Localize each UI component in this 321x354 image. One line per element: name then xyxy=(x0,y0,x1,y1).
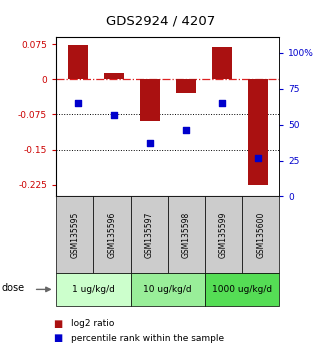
Text: percentile rank within the sample: percentile rank within the sample xyxy=(71,333,224,343)
Text: 1 ug/kg/d: 1 ug/kg/d xyxy=(72,285,115,294)
Point xyxy=(183,128,188,133)
Bar xyxy=(68,45,88,79)
Text: GDS2924 / 4207: GDS2924 / 4207 xyxy=(106,14,215,27)
Point xyxy=(111,112,116,118)
Text: 1000 ug/kg/d: 1000 ug/kg/d xyxy=(212,285,272,294)
Text: ■: ■ xyxy=(53,319,62,329)
Bar xyxy=(248,79,268,185)
Text: dose: dose xyxy=(2,282,25,293)
Text: GSM135600: GSM135600 xyxy=(256,211,265,258)
Text: GSM135598: GSM135598 xyxy=(182,211,191,258)
Point xyxy=(255,155,260,161)
Text: GSM135595: GSM135595 xyxy=(70,211,79,258)
Point xyxy=(147,141,152,146)
Text: log2 ratio: log2 ratio xyxy=(71,319,114,329)
Bar xyxy=(176,79,195,93)
Point xyxy=(219,100,224,106)
Text: ■: ■ xyxy=(53,333,62,343)
Bar xyxy=(104,73,124,79)
Point xyxy=(75,100,80,106)
Text: GSM135597: GSM135597 xyxy=(145,211,154,258)
Text: 10 ug/kg/d: 10 ug/kg/d xyxy=(143,285,192,294)
Text: GSM135596: GSM135596 xyxy=(108,211,117,258)
Bar xyxy=(212,47,231,79)
Text: GSM135599: GSM135599 xyxy=(219,211,228,258)
Bar xyxy=(140,79,160,121)
